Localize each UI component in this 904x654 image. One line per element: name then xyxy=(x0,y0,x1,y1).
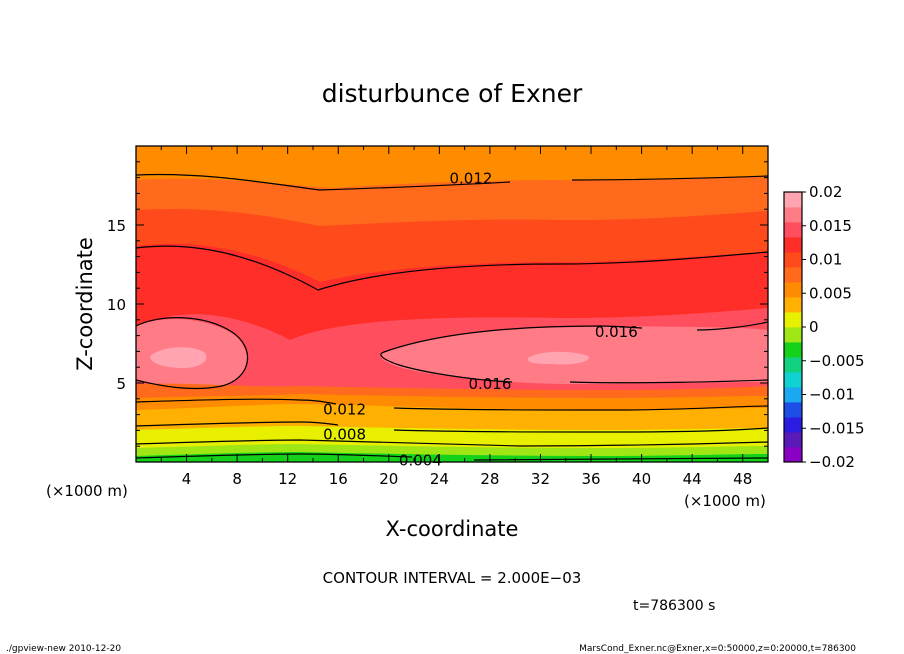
y-axis-ticks: 5 10 15 xyxy=(107,161,768,447)
x-tick-label: 36 xyxy=(581,470,600,488)
colorbar-swatch xyxy=(784,252,802,268)
contour-label: 0.016 xyxy=(595,323,638,341)
contour-label: 0.012 xyxy=(449,170,492,188)
y-axis-label: Z-coordinate xyxy=(73,237,97,371)
x-axis-label: X-coordinate xyxy=(386,517,519,541)
colorbar-tick-label: −0.015 xyxy=(809,419,865,437)
colorbar-swatch xyxy=(784,342,802,358)
colorbar-swatch xyxy=(784,312,802,328)
colorbar-tick-label: 0.02 xyxy=(809,183,842,201)
contour-label: 0.012 xyxy=(323,400,366,418)
contour-line-mid-upper xyxy=(136,245,768,291)
contour-line-upper xyxy=(136,173,768,191)
contour-label: 0.008 xyxy=(323,426,366,444)
x-tick-label: 20 xyxy=(379,470,398,488)
x-tick-label: 28 xyxy=(480,470,499,488)
contour-interval-text: CONTOUR INTERVAL = 2.000E−03 xyxy=(323,569,582,587)
x-tick-label: 40 xyxy=(632,470,651,488)
colorbar-tick-label: 0.01 xyxy=(809,251,842,269)
core-left-max xyxy=(150,347,207,368)
footer-left: ./gpview-new 2010-12-20 xyxy=(6,644,121,654)
y-tick-label: 5 xyxy=(116,375,126,393)
x-tick-label: 32 xyxy=(531,470,550,488)
colorbar-swatch xyxy=(784,387,802,403)
x-unit-left: (×1000 m) xyxy=(46,482,128,500)
colorbar-tick-label: −0.01 xyxy=(809,386,855,404)
x-tick-label: 8 xyxy=(232,470,242,488)
y-tick-label: 10 xyxy=(107,296,126,314)
colorbar-swatch xyxy=(784,372,802,388)
x-tick-label: 16 xyxy=(329,470,348,488)
colorbar-swatch xyxy=(784,327,802,343)
colorbar-frame xyxy=(783,191,803,463)
colorbar-swatch xyxy=(784,207,802,223)
contour-line-right-core xyxy=(380,321,768,384)
colorbar-tick-label: 0.005 xyxy=(809,284,852,302)
contour-line-left-core xyxy=(136,317,249,390)
x-tick-label: 24 xyxy=(430,470,449,488)
x-tick-label: 44 xyxy=(683,470,702,488)
colorbar-swatch xyxy=(784,402,802,418)
colorbar-swatch xyxy=(784,417,802,433)
colorbar-tick-label: 0.015 xyxy=(809,217,852,235)
colorbar-tick-label: 0 xyxy=(809,318,819,336)
chart-title: disturbunce of Exner xyxy=(322,79,583,108)
filled-contours xyxy=(136,146,768,462)
x-tick-label: 48 xyxy=(733,470,752,488)
x-axis-ticks: 4 8 12 16 20 24 28 32 36 40 44 48 xyxy=(160,146,752,488)
colorbar-swatch xyxy=(784,192,802,208)
contour-label: 0.004 xyxy=(399,452,442,470)
contour-line-bottom xyxy=(136,453,768,461)
contour-line-lower-c xyxy=(136,439,768,447)
colorbar-swatch xyxy=(784,237,802,253)
colorbar: 0.02 0.015 0.01 0.005 0 −0.005 −0.01 −0.015 −0.0… xyxy=(784,183,865,471)
footer-right: MarsCond_Exner.nc@Exner,x=0:50000,z=0:20… xyxy=(579,644,856,654)
colorbar-tick-label: −0.02 xyxy=(809,453,855,471)
colorbar-swatch xyxy=(784,432,802,448)
colorbar-swatch xyxy=(784,267,802,283)
colorbar-swatch xyxy=(784,297,802,313)
core-right-max xyxy=(527,351,589,365)
contour-labels: 0.012 0.016 0.016 0.012 0.008 0.004 xyxy=(323,170,638,470)
x-tick-label: 12 xyxy=(278,470,297,488)
contour-line-lower-b xyxy=(136,421,768,433)
colorbar-swatch xyxy=(784,282,802,298)
x-tick-label: 4 xyxy=(182,470,192,488)
contour-lines xyxy=(136,173,768,461)
colorbar-swatch xyxy=(784,447,802,463)
contour-line-lower-a xyxy=(136,398,768,411)
contour-label: 0.016 xyxy=(468,375,511,393)
colorbar-tick-label: −0.005 xyxy=(809,352,865,370)
colorbar-swatch xyxy=(784,357,802,373)
time-stamp: t=786300 s xyxy=(633,598,715,614)
y-tick-label: 15 xyxy=(107,217,126,235)
colorbar-swatch xyxy=(784,222,802,238)
x-unit-right: (×1000 m) xyxy=(684,492,766,510)
